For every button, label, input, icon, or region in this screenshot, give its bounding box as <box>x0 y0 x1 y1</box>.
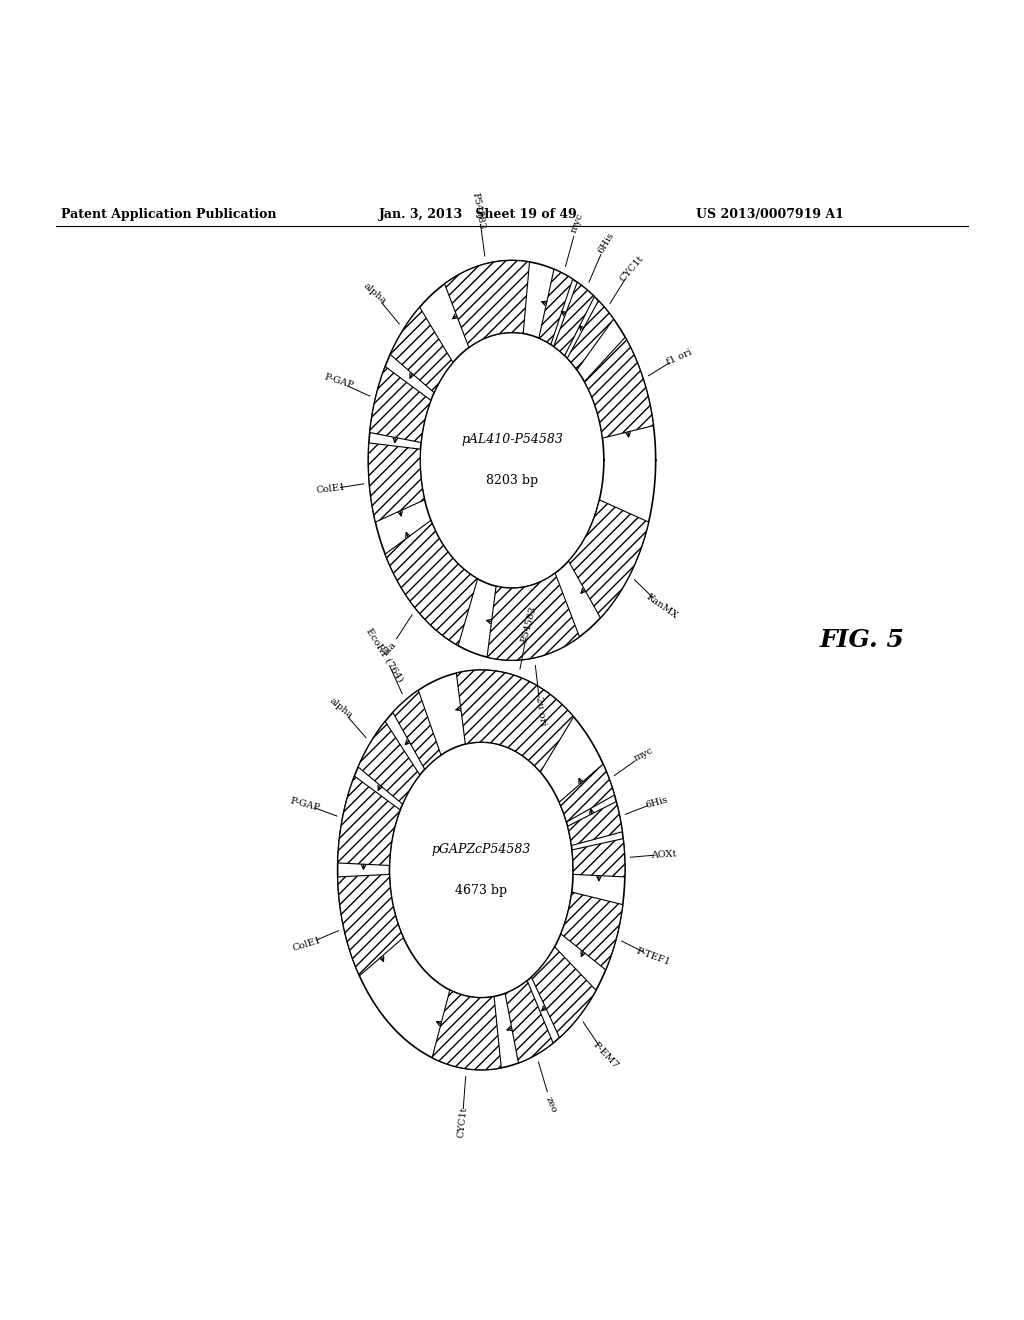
Text: f1 ori: f1 ori <box>665 347 693 367</box>
Polygon shape <box>531 946 596 1038</box>
Text: CYC1t: CYC1t <box>618 253 645 284</box>
Text: pAL410-P54583: pAL410-P54583 <box>461 433 563 446</box>
Polygon shape <box>572 838 625 876</box>
Text: 6His: 6His <box>645 795 670 809</box>
Polygon shape <box>338 874 403 975</box>
Text: P-GAP: P-GAP <box>289 796 321 813</box>
Polygon shape <box>338 776 400 866</box>
Text: EcoR1 (764): EcoR1 (764) <box>365 626 404 682</box>
Text: P54583: P54583 <box>519 606 538 644</box>
Text: Jan. 3, 2013   Sheet 19 of 49: Jan. 3, 2013 Sheet 19 of 49 <box>379 207 578 220</box>
Text: P54583: P54583 <box>471 191 486 230</box>
Text: KanMX: KanMX <box>644 591 679 620</box>
Polygon shape <box>444 260 529 347</box>
Polygon shape <box>559 764 614 822</box>
Text: myc: myc <box>633 746 655 763</box>
Text: alpha: alpha <box>361 281 387 306</box>
Polygon shape <box>369 444 425 523</box>
Polygon shape <box>585 337 653 438</box>
Text: ColE1: ColE1 <box>291 936 323 953</box>
Polygon shape <box>539 269 572 345</box>
Polygon shape <box>358 721 420 804</box>
Text: P-TEF1: P-TEF1 <box>635 946 671 968</box>
Text: P-EM7: P-EM7 <box>591 1040 621 1071</box>
Polygon shape <box>568 500 648 618</box>
Text: FIG. 5: FIG. 5 <box>819 627 904 652</box>
Polygon shape <box>457 671 573 772</box>
Text: myc: myc <box>569 213 586 235</box>
Text: 6His: 6His <box>596 231 615 255</box>
Polygon shape <box>505 981 553 1063</box>
Text: AOXt: AOXt <box>650 849 677 859</box>
Text: US 2013/0007919 A1: US 2013/0007919 A1 <box>696 207 844 220</box>
Polygon shape <box>432 990 502 1069</box>
Polygon shape <box>561 892 623 970</box>
Polygon shape <box>370 367 431 442</box>
Polygon shape <box>567 301 613 370</box>
Text: CYC1t: CYC1t <box>456 1106 468 1138</box>
Text: ColE1: ColE1 <box>315 483 346 495</box>
Polygon shape <box>567 801 623 846</box>
Text: zeo: zeo <box>544 1096 558 1114</box>
Text: P-GAP: P-GAP <box>323 372 354 391</box>
Text: 8203 bp: 8203 bp <box>486 474 538 487</box>
Polygon shape <box>487 573 580 660</box>
Text: alpha: alpha <box>327 696 353 721</box>
Text: 4673 bp: 4673 bp <box>456 884 507 896</box>
Text: 2u ori: 2u ori <box>534 696 547 726</box>
Polygon shape <box>393 690 441 770</box>
Polygon shape <box>385 520 477 645</box>
Text: Patent Application Publication: Patent Application Publication <box>61 207 276 220</box>
Polygon shape <box>554 282 594 355</box>
Text: pGAPZcP54583: pGAPZcP54583 <box>431 843 531 855</box>
Polygon shape <box>390 308 453 392</box>
Text: bla: bla <box>382 640 398 657</box>
